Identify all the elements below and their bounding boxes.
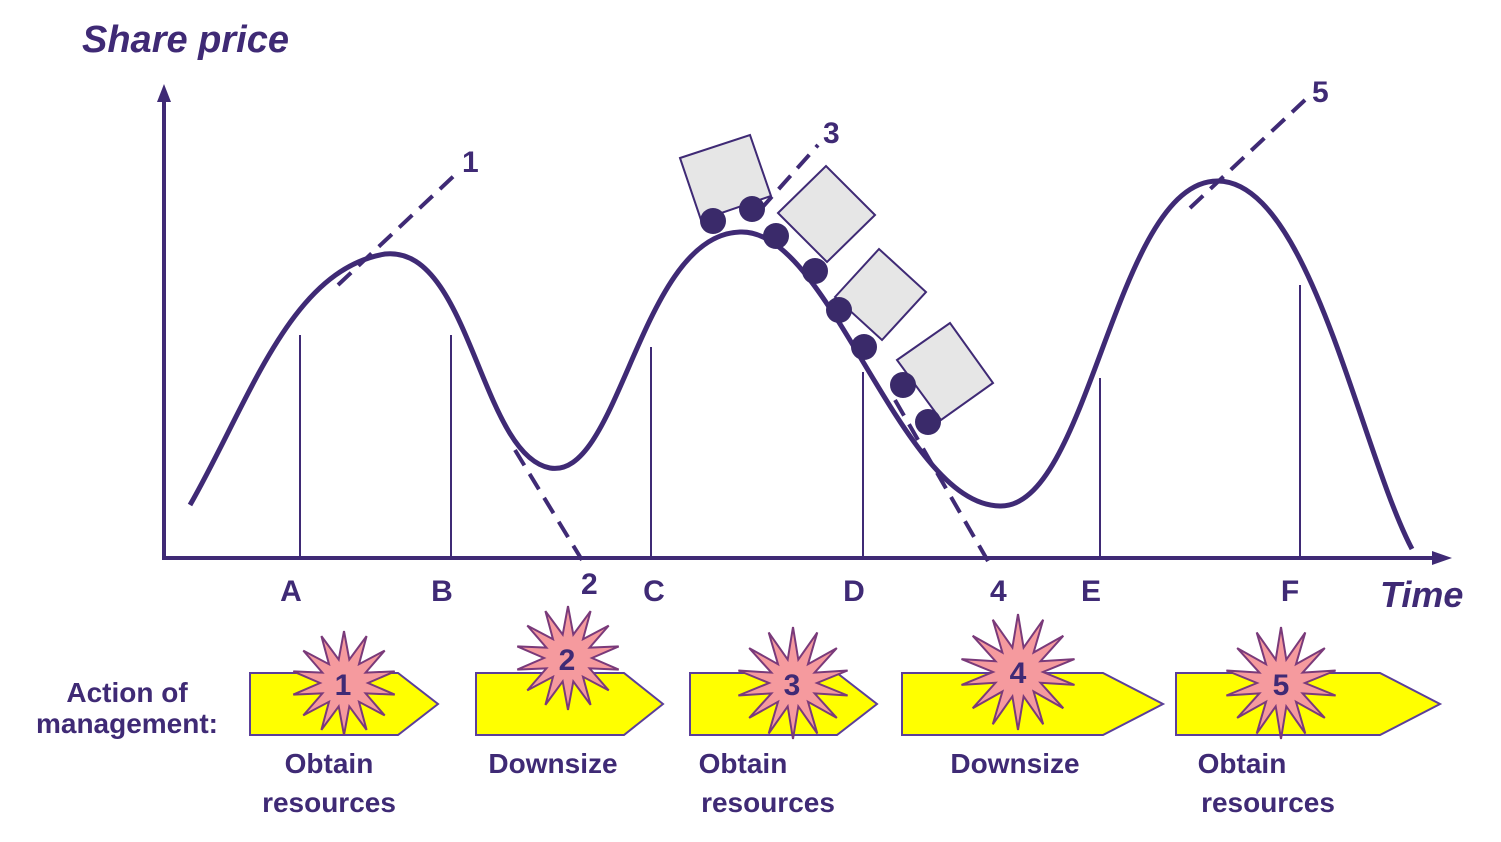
time-point-labels: A B C D E F — [280, 575, 1299, 608]
action-captions: Obtain resources Downsize Obtain resourc… — [262, 748, 1335, 818]
axes — [157, 84, 1452, 565]
x-axis-arrowhead — [1432, 551, 1452, 565]
starbursts — [292, 605, 1336, 740]
tangent-label-5: 5 — [1312, 76, 1329, 109]
tangent-label-4: 4 — [990, 575, 1007, 608]
time-label-c: C — [643, 575, 665, 608]
action-caption-1-line1: Obtain — [285, 748, 374, 779]
coaster-wheel — [826, 297, 852, 323]
starburst-icon — [516, 605, 620, 711]
tangent-label-1: 1 — [462, 146, 479, 179]
action-caption-5-line1: Obtain — [1198, 748, 1287, 779]
management-label-line2: management: — [36, 708, 218, 739]
coaster-car-3 — [833, 247, 928, 342]
starburst-icon — [961, 613, 1075, 731]
tangent-label-2: 2 — [581, 568, 598, 601]
action-number-4: 4 — [1010, 657, 1027, 690]
management-label-line1: Action of — [66, 677, 188, 708]
starburst-icon — [292, 630, 396, 736]
action-caption-3-line1: Obtain — [699, 748, 788, 779]
tangent-label-3: 3 — [823, 117, 840, 150]
tangent-line-1 — [336, 170, 460, 287]
coaster-wheel — [802, 258, 828, 284]
tangent-labels: 1 2 3 4 5 — [462, 76, 1329, 608]
action-caption-3-line2: resources — [701, 787, 835, 818]
coaster-wheel — [915, 409, 941, 435]
action-caption-5-line2: resources — [1201, 787, 1335, 818]
time-label-b: B — [431, 575, 453, 608]
time-label-a: A — [280, 575, 302, 608]
tangent-line-3 — [758, 143, 820, 212]
action-number-2: 2 — [559, 644, 576, 677]
coaster-car-4 — [895, 321, 995, 422]
coaster-wheel — [890, 372, 916, 398]
coaster-cars — [678, 133, 995, 422]
coaster-wheel — [763, 223, 789, 249]
y-axis-arrowhead — [157, 84, 171, 102]
coaster-car-2 — [776, 164, 877, 264]
time-markers — [299, 285, 1301, 558]
coaster-wheel — [851, 334, 877, 360]
time-label-e: E — [1081, 575, 1101, 608]
action-number-3: 3 — [784, 669, 801, 702]
tangent-lines — [336, 98, 1307, 570]
time-label-d: D — [843, 575, 865, 608]
action-caption-2-line1: Downsize — [488, 748, 617, 779]
y-axis-label: Share price — [82, 19, 289, 61]
tangent-line-2 — [513, 448, 584, 562]
coaster-wheel — [739, 196, 765, 222]
action-numbers: 1 2 3 4 5 — [335, 644, 1290, 702]
starburst-icon — [1226, 626, 1336, 740]
tangent-line-4 — [893, 398, 994, 570]
action-caption-1-line2: resources — [262, 787, 396, 818]
coaster-wheels — [700, 196, 941, 435]
x-axis-label: Time — [1380, 574, 1463, 615]
roller-coaster-icon — [678, 133, 995, 435]
action-caption-4-line1: Downsize — [950, 748, 1079, 779]
starburst-icon — [738, 626, 848, 740]
coaster-wheel — [700, 208, 726, 234]
action-number-5: 5 — [1273, 669, 1290, 702]
action-number-1: 1 — [335, 669, 352, 702]
time-label-f: F — [1281, 575, 1299, 608]
